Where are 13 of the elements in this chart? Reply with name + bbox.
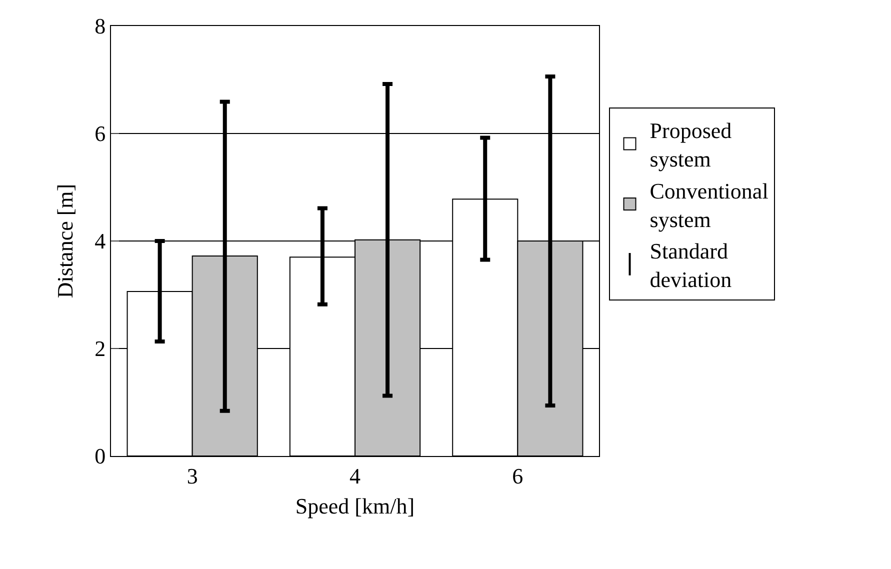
y-tick-label: 0 [94, 444, 106, 469]
x-tick-label: 4 [350, 463, 360, 488]
y-axis-title: Distance [m] [52, 184, 78, 298]
y-tick-label: 2 [94, 336, 106, 362]
y-tick-label: 8 [94, 14, 106, 39]
legend-label: Conventional system [650, 178, 768, 232]
x-axis-title: Speed [km/h] [295, 493, 415, 518]
x-tick-label: 6 [512, 463, 524, 488]
legend-label: Proposed system [650, 118, 732, 172]
text: Standard deviation [650, 238, 732, 292]
x-tick-label: 3 [186, 463, 198, 488]
y-tick-label: 6 [94, 121, 106, 146]
y-tick-label: 4 [94, 228, 106, 254]
